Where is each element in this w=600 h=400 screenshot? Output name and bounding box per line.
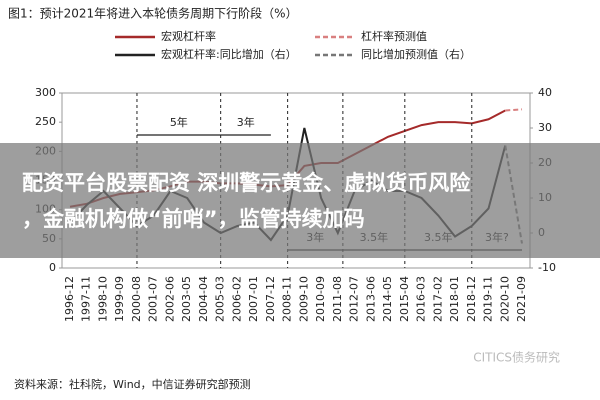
x-tick-label: 2011-08 [331,276,344,322]
x-tick-label: 2000-08 [130,276,143,322]
x-tick-label: 2018-12 [465,276,478,322]
legend-label: 宏观杠杆率:同比增加（右） [161,47,297,61]
y2-tick-label: -10 [538,261,556,274]
y2-tick-label: 30 [538,121,552,134]
x-tick-label: 2013-06 [364,276,377,322]
x-tick-label: 2009-10 [297,276,310,322]
x-tick-label: 2012-07 [348,276,361,322]
watermark: CITICS债务研究 [473,350,560,365]
x-tick-label: 2007-12 [264,276,277,322]
x-tick-label: 2002-06 [163,276,176,322]
legend-label: 同比增加预测值（右） [361,47,471,61]
x-tick-label: 1996-12 [63,276,76,322]
banner-line: ，金融机构做“前哨”，监管持续加码 [22,207,365,231]
x-tick-label: 2008-11 [281,276,294,322]
x-tick-label: 2017-02 [431,276,444,322]
annotation: 5年 [170,115,188,129]
y-tick-label: 250 [35,115,56,128]
x-tick-label: 2018-01 [448,276,461,322]
banner: 配资平台股票配资 深圳警示黄金、虚拟货币风险 ，金融机构做“前哨”，监管持续加码 [0,143,600,258]
source: 资料来源：社科院，Wind，中信证券研究部预测 [14,377,251,391]
chart-title: 图1：预计2021年将进入本轮债务周期下行阶段（%） [8,6,298,21]
x-tick-label: 2001-07 [147,276,160,322]
annotation: 3年 [237,115,255,129]
x-tick-label: 2007-01 [247,276,260,322]
legend-label: 杠杆率预测值 [361,29,427,43]
x-tick-label: 2004-04 [197,276,210,322]
y-tick-label: 0 [49,261,56,274]
x-tick-label: 2019-11 [482,276,495,322]
y2-tick-label: 40 [538,86,552,99]
x-tick-label: 2021-09 [515,276,528,322]
banner-line: 配资平台股票配资 深圳警示黄金、虚拟货币风险 [22,171,471,195]
x-tick-label: 2014-05 [381,276,394,322]
x-tick-label: 2016-03 [415,276,428,322]
legend-label: 宏观杠杆率 [161,29,216,43]
series-line [505,108,523,112]
x-tick-label: 2005-03 [214,276,227,322]
x-tick-label: 1997-11 [80,276,93,322]
x-tick-label: 2010-09 [314,276,327,322]
x-tick-label: 1999-09 [113,276,126,322]
x-tick-label: 2003-05 [180,276,193,322]
x-tick-label: 2020-10 [498,276,511,322]
x-tick-label: 2015-04 [398,276,411,322]
y-tick-label: 300 [35,86,56,99]
x-tick-label: 2006-02 [230,276,243,322]
x-tick-label: 1998-10 [96,276,109,322]
